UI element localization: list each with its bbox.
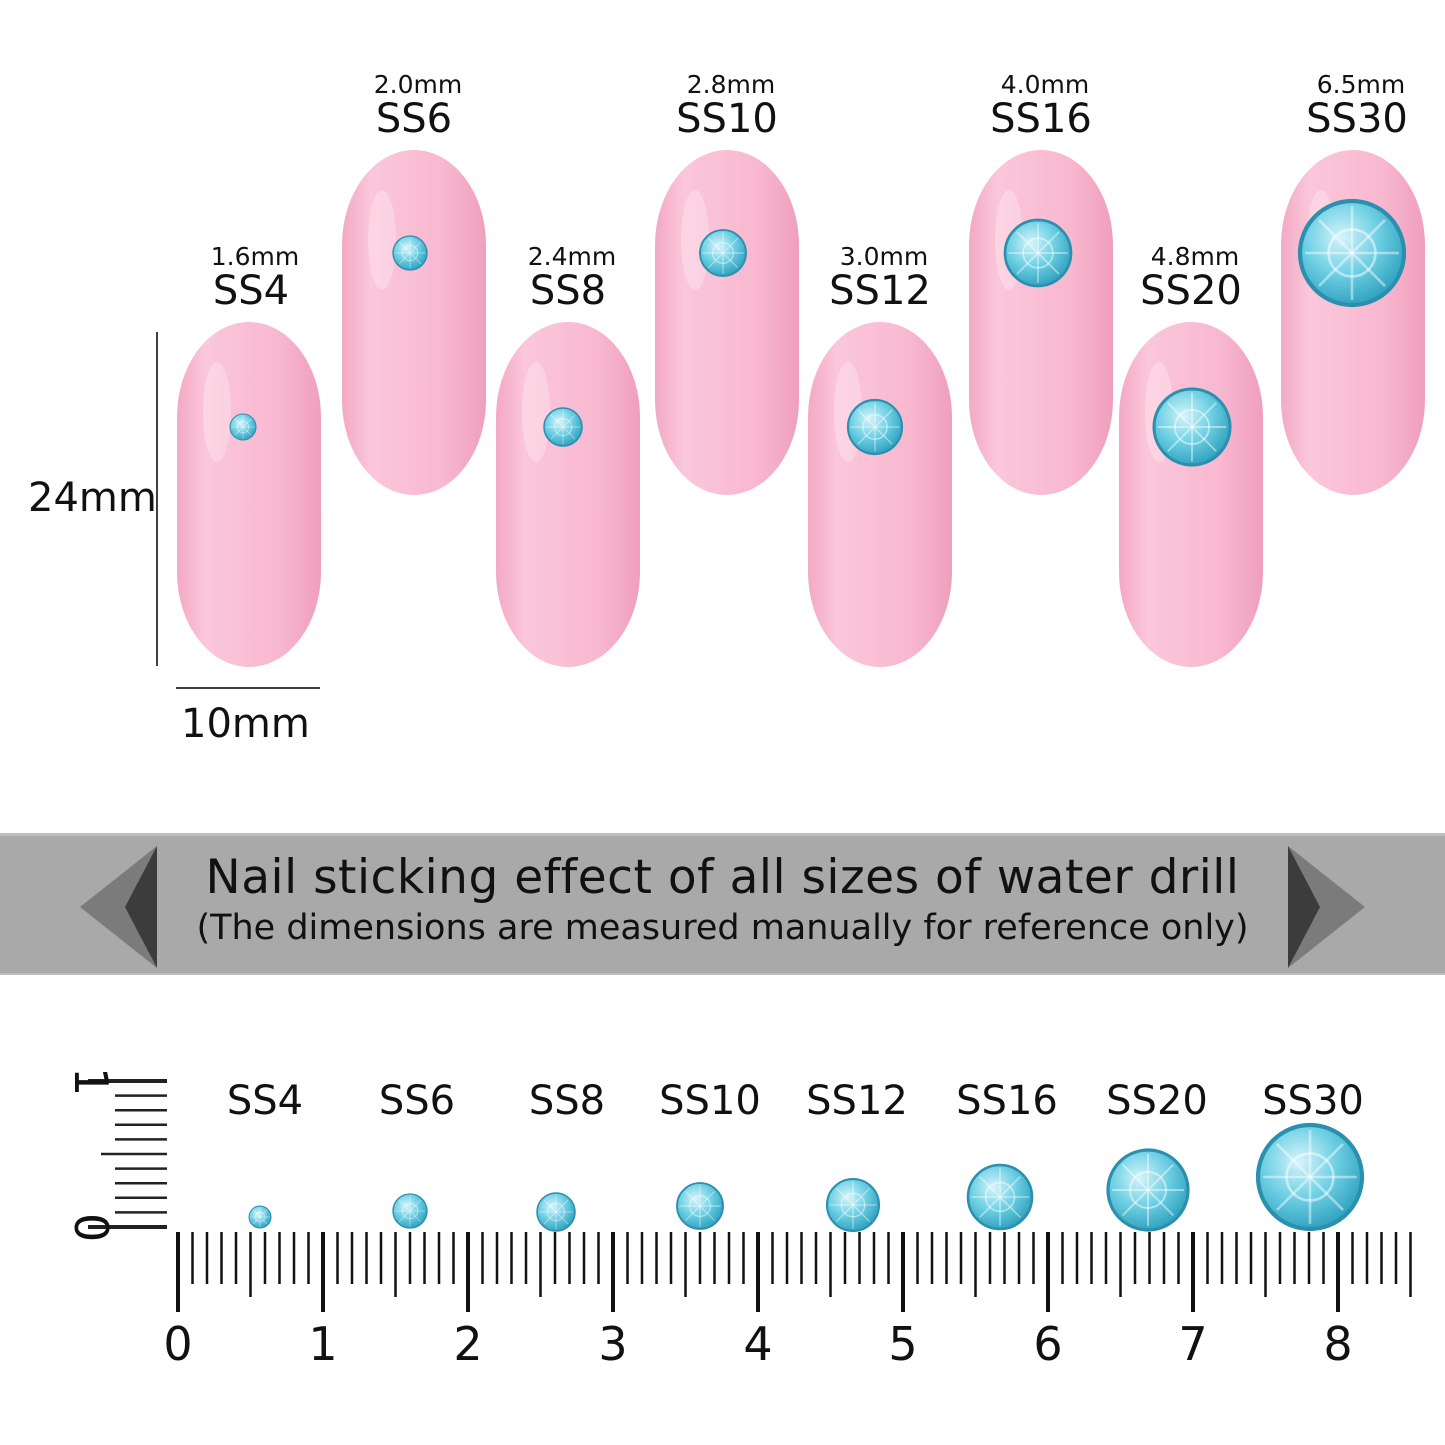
vertical-ruler-number: 0 [64, 1213, 118, 1242]
ruler-gem-ss10 [676, 1182, 724, 1230]
size-mm-label: 6.5mm [1317, 70, 1405, 99]
ruler-number: 6 [1033, 1317, 1062, 1371]
size-code-label: SS6 [376, 96, 452, 142]
nail-gem-ss4 [229, 413, 257, 441]
ruler-number: 2 [453, 1317, 482, 1371]
ruler-size-label: SS30 [1262, 1078, 1364, 1124]
ruler-gem-ss30 [1255, 1122, 1365, 1232]
ruler-number: 5 [888, 1317, 917, 1371]
ruler-gem-ss20 [1106, 1148, 1190, 1232]
ruler-gem-ss12 [825, 1177, 881, 1233]
height-dimension-label: 24mm [28, 475, 157, 521]
banner: Nail sticking effect of all sizes of wat… [0, 833, 1445, 975]
ruler-number: 0 [163, 1317, 192, 1371]
right-arrow-icon [1288, 846, 1365, 968]
nail-gem-ss20 [1152, 387, 1232, 467]
ruler-number: 8 [1323, 1317, 1352, 1371]
size-mm-label: 4.8mm [1151, 242, 1239, 271]
size-code-label: SS16 [990, 96, 1092, 142]
size-mm-label: 1.6mm [211, 242, 299, 271]
ruler-size-label: SS16 [956, 1078, 1058, 1124]
ruler-size-label: SS20 [1106, 1078, 1208, 1124]
nail-gem-ss12 [846, 398, 904, 456]
ruler-number: 3 [598, 1317, 627, 1371]
size-mm-label: 2.8mm [687, 70, 775, 99]
ruler-size-label: SS4 [227, 1078, 303, 1124]
ruler-size-label: SS12 [806, 1078, 908, 1124]
ruler-size-label: SS6 [379, 1078, 455, 1124]
size-code-label: SS20 [1140, 268, 1242, 314]
size-code-label: SS30 [1306, 96, 1408, 142]
ruler-gem-ss8 [536, 1192, 576, 1232]
size-code-label: SS4 [213, 268, 289, 314]
nail-gem-ss6 [392, 235, 428, 271]
size-mm-label: 4.0mm [1001, 70, 1089, 99]
size-code-label: SS8 [530, 268, 606, 314]
ruler-number: 4 [743, 1317, 772, 1371]
nail-gem-ss16 [1003, 218, 1073, 288]
size-mm-label: 2.0mm [374, 70, 462, 99]
vertical-ruler-number: 1 [64, 1067, 118, 1096]
size-mm-label: 2.4mm [528, 242, 616, 271]
nail-gem-ss10 [699, 229, 747, 277]
size-mm-label: 3.0mm [840, 242, 928, 271]
ruler-gem-ss16 [966, 1163, 1034, 1231]
size-code-label: SS12 [829, 268, 931, 314]
banner-title: Nail sticking effect of all sizes of wat… [205, 850, 1240, 905]
banner-subtitle: (The dimensions are measured manually fo… [196, 908, 1249, 948]
ruler-gem-ss6 [392, 1193, 428, 1229]
left-arrow-icon [80, 846, 157, 968]
ruler-gem-ss4 [248, 1205, 272, 1229]
ruler-number: 7 [1178, 1317, 1207, 1371]
nail-gem-ss30 [1297, 198, 1407, 308]
size-code-label: SS10 [676, 96, 778, 142]
width-dimension-label: 10mm [181, 701, 310, 747]
ruler-size-label: SS8 [529, 1078, 605, 1124]
ruler-size-label: SS10 [659, 1078, 761, 1124]
nail-gem-ss8 [543, 407, 583, 447]
ruler-number: 1 [308, 1317, 337, 1371]
